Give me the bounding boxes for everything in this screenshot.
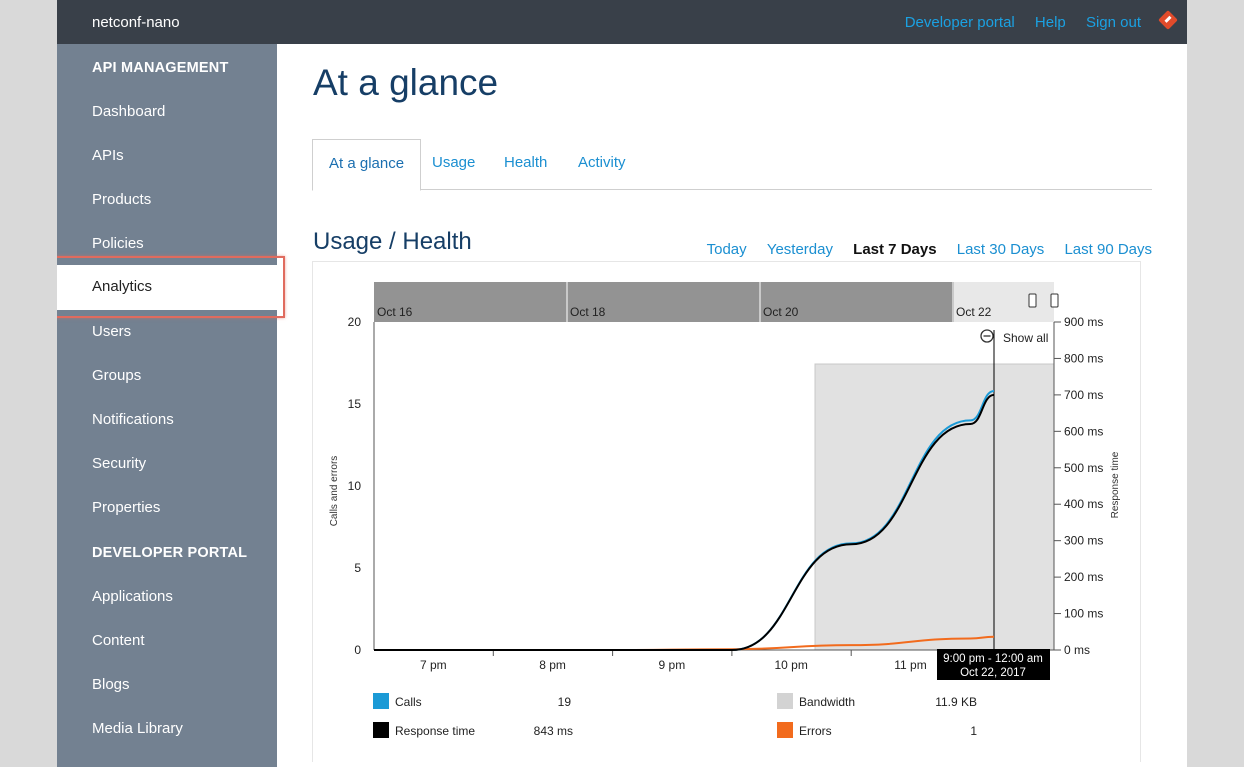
y-left-tick-label: 20 xyxy=(348,315,362,329)
y-right-tick-label: 900 ms xyxy=(1064,315,1103,329)
analytics-highlight-box xyxy=(57,256,285,318)
x-tick-label: 7 pm xyxy=(420,658,447,672)
navigator-bar[interactable] xyxy=(374,282,954,322)
sidebar-item-content[interactable]: Content xyxy=(92,632,145,649)
main-content: At a glance At a glance Usage Health Act… xyxy=(277,44,1187,767)
legend-name-response-time: Response time xyxy=(395,724,475,738)
navigator-handle-left[interactable] xyxy=(1028,293,1037,308)
legend-value-bandwidth: 11.9 KB xyxy=(935,695,977,709)
sidebar-item-apis[interactable]: APIs xyxy=(92,147,124,164)
sidebar-item-policies[interactable]: Policies xyxy=(92,235,144,252)
legend-swatch-calls xyxy=(373,693,389,709)
legend: Calls 19 Bandwidth 11.9 KB Response time… xyxy=(373,693,977,738)
sign-out-link[interactable]: Sign out xyxy=(1085,14,1141,31)
legend-name-bandwidth: Bandwidth xyxy=(799,695,855,709)
sidebar-section-developer-portal: DEVELOPER PORTAL xyxy=(92,545,248,561)
legend-swatch-bandwidth xyxy=(777,693,793,709)
time-range-selector: Today Yesterday Last 7 Days Last 30 Days… xyxy=(691,241,1152,258)
navigator-label: Oct 16 xyxy=(377,305,413,319)
app-window: netconf-nano Developer portal Help Sign … xyxy=(57,0,1187,767)
sidebar-item-products[interactable]: Products xyxy=(92,191,152,208)
legend-swatch-errors xyxy=(777,722,793,738)
navigator-label: Oct 20 xyxy=(763,305,799,319)
y-right-tick-label: 200 ms xyxy=(1064,570,1103,584)
sidebar-item-users[interactable]: Users xyxy=(92,323,132,340)
range-yesterday[interactable]: Yesterday xyxy=(766,241,833,258)
help-link[interactable]: Help xyxy=(1034,14,1066,31)
y-right-tick-label: 700 ms xyxy=(1064,388,1103,402)
tab-bar: At a glance Usage Health Activity xyxy=(312,139,1152,191)
legend-value-errors: 1 xyxy=(970,724,977,738)
x-tick-label: 8 pm xyxy=(539,658,566,672)
sidebar-item-notifications[interactable]: Notifications xyxy=(92,411,174,428)
x-tick-label: 9 pm xyxy=(659,658,686,672)
tooltip-box xyxy=(937,649,1050,680)
usage-health-chart[interactable]: Oct 16 Oct 18 Oct 20 Oct 22 0 5 10 15 20 0 ms 10… xyxy=(313,262,1140,762)
tab-at-a-glance[interactable]: At a glance xyxy=(312,139,422,191)
navigator-label: Oct 22 xyxy=(956,305,992,319)
brand-name[interactable]: netconf-nano xyxy=(92,14,180,31)
y-right-tick-label: 600 ms xyxy=(1064,424,1103,438)
sidebar: API MANAGEMENT Dashboard APIs Products P… xyxy=(57,44,285,767)
sidebar-item-applications[interactable]: Applications xyxy=(92,588,173,605)
show-all-button[interactable]: Show all xyxy=(1003,331,1048,345)
navigator-handle-right[interactable] xyxy=(1050,293,1059,308)
y-right-tick-label: 800 ms xyxy=(1064,351,1103,365)
legend-value-response-time: 843 ms xyxy=(534,724,573,738)
y-left-tick-label: 0 xyxy=(354,643,361,657)
y-left-tick-label: 15 xyxy=(348,397,362,411)
y-left-tick-label: 5 xyxy=(354,561,361,575)
y-right-tick-label: 500 ms xyxy=(1064,461,1103,475)
section-title: Usage / Health xyxy=(313,228,472,255)
navigator-label: Oct 18 xyxy=(570,305,606,319)
developer-portal-link[interactable]: Developer portal xyxy=(904,14,1015,31)
response-time-series-line xyxy=(373,393,995,651)
top-bar: netconf-nano Developer portal Help Sign … xyxy=(57,0,1187,44)
legend-value-calls: 19 xyxy=(558,695,572,709)
x-tick-label: 10 pm xyxy=(775,658,808,672)
tooltip-range: 9:00 pm - 12:00 am xyxy=(943,653,1043,665)
y-right-tick-label: 100 ms xyxy=(1064,607,1103,621)
sidebar-item-dashboard[interactable]: Dashboard xyxy=(92,103,166,120)
y-left-tick-label: 10 xyxy=(348,479,362,493)
sidebar-item-analytics[interactable]: Analytics xyxy=(57,265,283,310)
legend-swatch-response-time xyxy=(373,722,389,738)
sidebar-item-security[interactable]: Security xyxy=(92,455,147,472)
tab-activity[interactable]: Activity xyxy=(578,154,626,171)
y-right-tick-label: 0 ms xyxy=(1064,643,1090,657)
sidebar-item-properties[interactable]: Properties xyxy=(92,499,161,516)
top-links: Developer portal Help Sign out xyxy=(889,14,1141,31)
range-last-7-days[interactable]: Last 7 Days xyxy=(853,241,937,258)
range-last-90-days[interactable]: Last 90 Days xyxy=(1064,241,1152,258)
sidebar-item-media-library[interactable]: Media Library xyxy=(92,720,183,737)
tab-health[interactable]: Health xyxy=(504,154,548,171)
navigator-window[interactable] xyxy=(954,282,1054,322)
sidebar-item-label: Analytics xyxy=(92,278,153,295)
tab-usage[interactable]: Usage xyxy=(432,154,476,171)
y-left-label: Calls and errors xyxy=(329,456,340,527)
y-right-label: Response time xyxy=(1110,451,1121,518)
page-title: At a glance xyxy=(313,62,499,103)
x-tick-label: 11 pm xyxy=(894,658,926,672)
sidebar-item-blogs[interactable]: Blogs xyxy=(92,676,130,693)
sidebar-item-groups[interactable]: Groups xyxy=(92,367,142,384)
bandwidth-area xyxy=(814,363,1055,651)
range-last-30-days[interactable]: Last 30 Days xyxy=(956,241,1045,258)
range-today[interactable]: Today xyxy=(706,241,747,258)
y-right-tick-label: 300 ms xyxy=(1064,534,1103,548)
chart-container: Oct 16 Oct 18 Oct 20 Oct 22 0 5 10 15 20 0 ms 10… xyxy=(312,261,1141,762)
legend-name-errors: Errors xyxy=(799,724,832,738)
legend-name-calls: Calls xyxy=(395,695,422,709)
sidebar-section-api-management: API MANAGEMENT xyxy=(92,60,229,76)
y-right-tick-label: 400 ms xyxy=(1064,497,1103,511)
tooltip-date: Oct 22, 2017 xyxy=(960,667,1026,679)
git-logo-icon[interactable] xyxy=(1158,10,1178,30)
